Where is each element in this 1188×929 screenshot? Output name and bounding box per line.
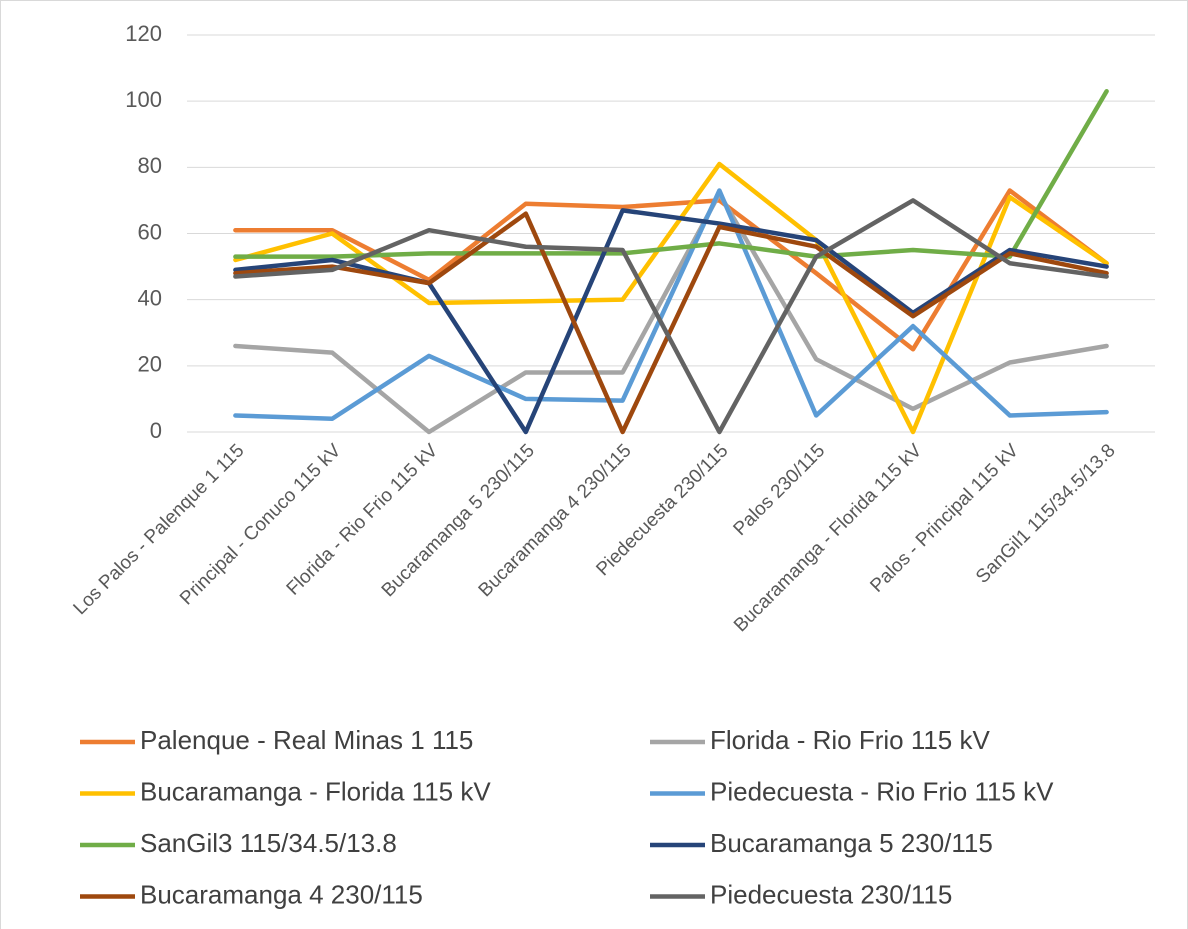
series-line — [233, 191, 1109, 435]
y-tick-label: 0 — [150, 418, 162, 443]
legend-label: Bucaramanga 4 230/115 — [140, 879, 423, 909]
legend-label: Piedecuesta - Rio Frio 115 kV — [710, 776, 1054, 806]
series-line — [233, 161, 1109, 435]
series-line — [233, 208, 1109, 435]
y-tick-label: 120 — [125, 21, 162, 46]
series-line — [233, 188, 1109, 422]
legend-label: Bucaramanga 5 230/115 — [710, 828, 993, 858]
y-tick-label: 60 — [138, 219, 162, 244]
legend-label: Piedecuesta 230/115 — [710, 879, 952, 909]
legend-label: Florida - Rio Frio 115 kV — [710, 725, 990, 755]
legend-label: Palenque - Real Minas 1 115 — [140, 725, 473, 755]
y-tick-label: 40 — [138, 285, 162, 310]
legend-label: Bucaramanga - Florida 115 kV — [140, 776, 491, 806]
y-tick-label: 80 — [138, 153, 162, 178]
series-line — [233, 198, 1109, 435]
series-line — [233, 211, 1109, 435]
series-line — [233, 88, 1109, 259]
y-tick-label: 100 — [125, 87, 162, 112]
legend-label: SanGil3 115/34.5/13.8 — [140, 828, 397, 858]
y-tick-label: 20 — [138, 352, 162, 377]
